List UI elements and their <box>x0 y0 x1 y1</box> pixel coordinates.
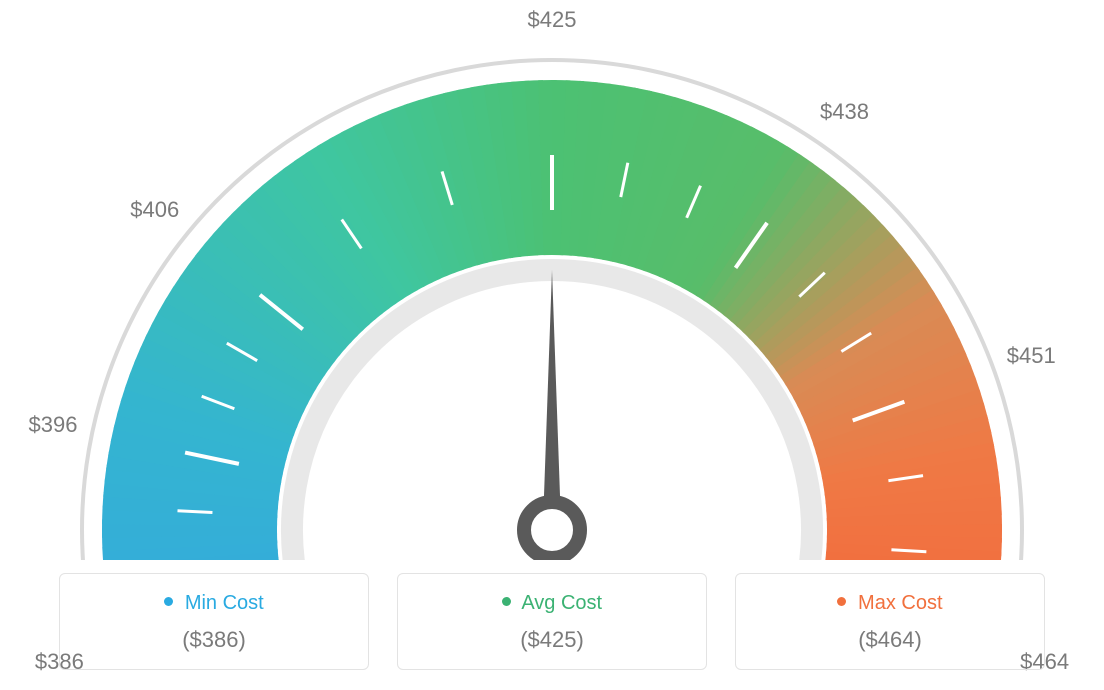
legend-title-min: Min Cost <box>60 592 368 615</box>
legend-card-avg: Avg Cost ($425) <box>397 573 707 670</box>
gauge-tick-label: $425 <box>528 7 577 33</box>
dot-icon <box>502 597 511 606</box>
legend-value-min: ($386) <box>60 627 368 653</box>
dot-icon <box>164 597 173 606</box>
legend-title-avg: Avg Cost <box>398 592 706 615</box>
legend-card-min: Min Cost ($386) <box>59 573 369 670</box>
gauge-tick-label: $396 <box>29 412 78 438</box>
legend-title-text: Max Cost <box>858 592 942 614</box>
legend-value-max: ($464) <box>736 627 1044 653</box>
gauge-svg <box>0 0 1104 560</box>
legend-row: Min Cost ($386) Avg Cost ($425) Max Cost… <box>0 573 1104 670</box>
gauge-chart: $386$396$406$425$438$451$464 <box>0 0 1104 560</box>
legend-title-max: Max Cost <box>736 592 1044 615</box>
legend-title-text: Min Cost <box>185 592 264 614</box>
gauge-tick-label: $451 <box>1007 343 1056 369</box>
legend-card-max: Max Cost ($464) <box>735 573 1045 670</box>
gauge-tick-label: $406 <box>130 197 179 223</box>
legend-title-text: Avg Cost <box>521 592 602 614</box>
dot-icon <box>837 597 846 606</box>
legend-value-avg: ($425) <box>398 627 706 653</box>
gauge-tick-label: $438 <box>820 99 869 125</box>
